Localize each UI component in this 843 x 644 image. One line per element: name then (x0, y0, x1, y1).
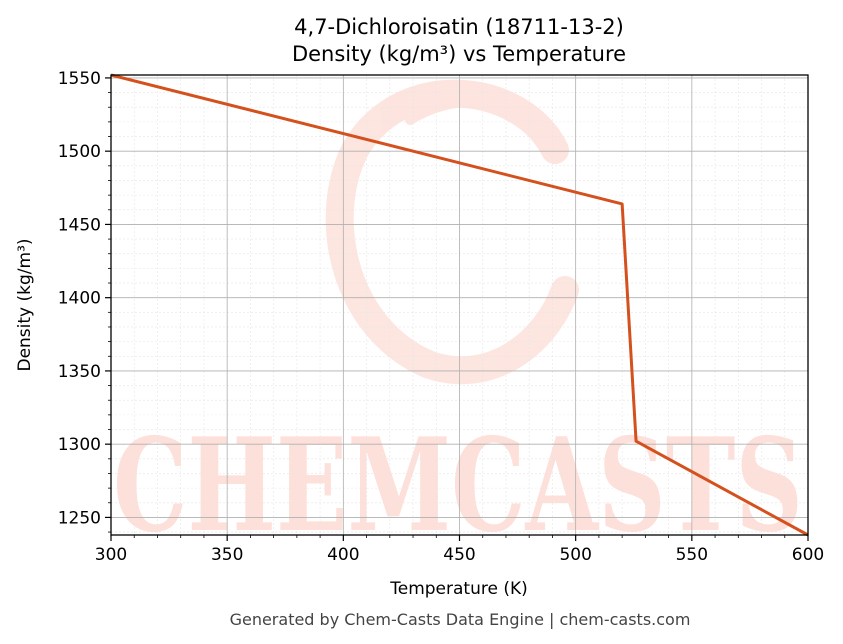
x-tick-label: 450 (443, 545, 475, 565)
chart-title: 4,7-Dichloroisatin (18711-13-2) (294, 15, 624, 39)
watermark-logo (325, 79, 579, 385)
y-axis: 1250 1300 1350 1400 1450 1500 1550 (58, 69, 111, 533)
x-axis: 300 350 400 450 500 550 600 (95, 535, 824, 565)
y-tick-label: 1350 (58, 362, 101, 382)
x-tick-label: 550 (676, 545, 708, 565)
y-tick-label: 1300 (58, 435, 101, 455)
x-tick-label: 350 (211, 545, 243, 565)
y-axis-label: Density (kg/m³) (15, 238, 35, 371)
y-tick-label: 1550 (58, 69, 101, 89)
x-tick-label: 400 (327, 545, 359, 565)
watermark: CHEMCASTS (113, 79, 803, 561)
x-axis-label: Temperature (K) (389, 579, 528, 599)
y-tick-label: 1250 (58, 508, 101, 528)
x-tick-label: 500 (559, 545, 591, 565)
footer-credit: Generated by Chem-Casts Data Engine | ch… (230, 610, 691, 629)
y-tick-label: 1500 (58, 142, 101, 162)
y-tick-label: 1400 (58, 289, 101, 309)
y-tick-label: 1450 (58, 215, 101, 235)
chart-subtitle: Density (kg/m³) vs Temperature (292, 42, 626, 66)
x-tick-label: 300 (95, 545, 127, 565)
x-tick-label: 600 (792, 545, 824, 565)
series-line (110, 73, 809, 537)
watermark-text: CHEMCASTS (113, 411, 803, 561)
